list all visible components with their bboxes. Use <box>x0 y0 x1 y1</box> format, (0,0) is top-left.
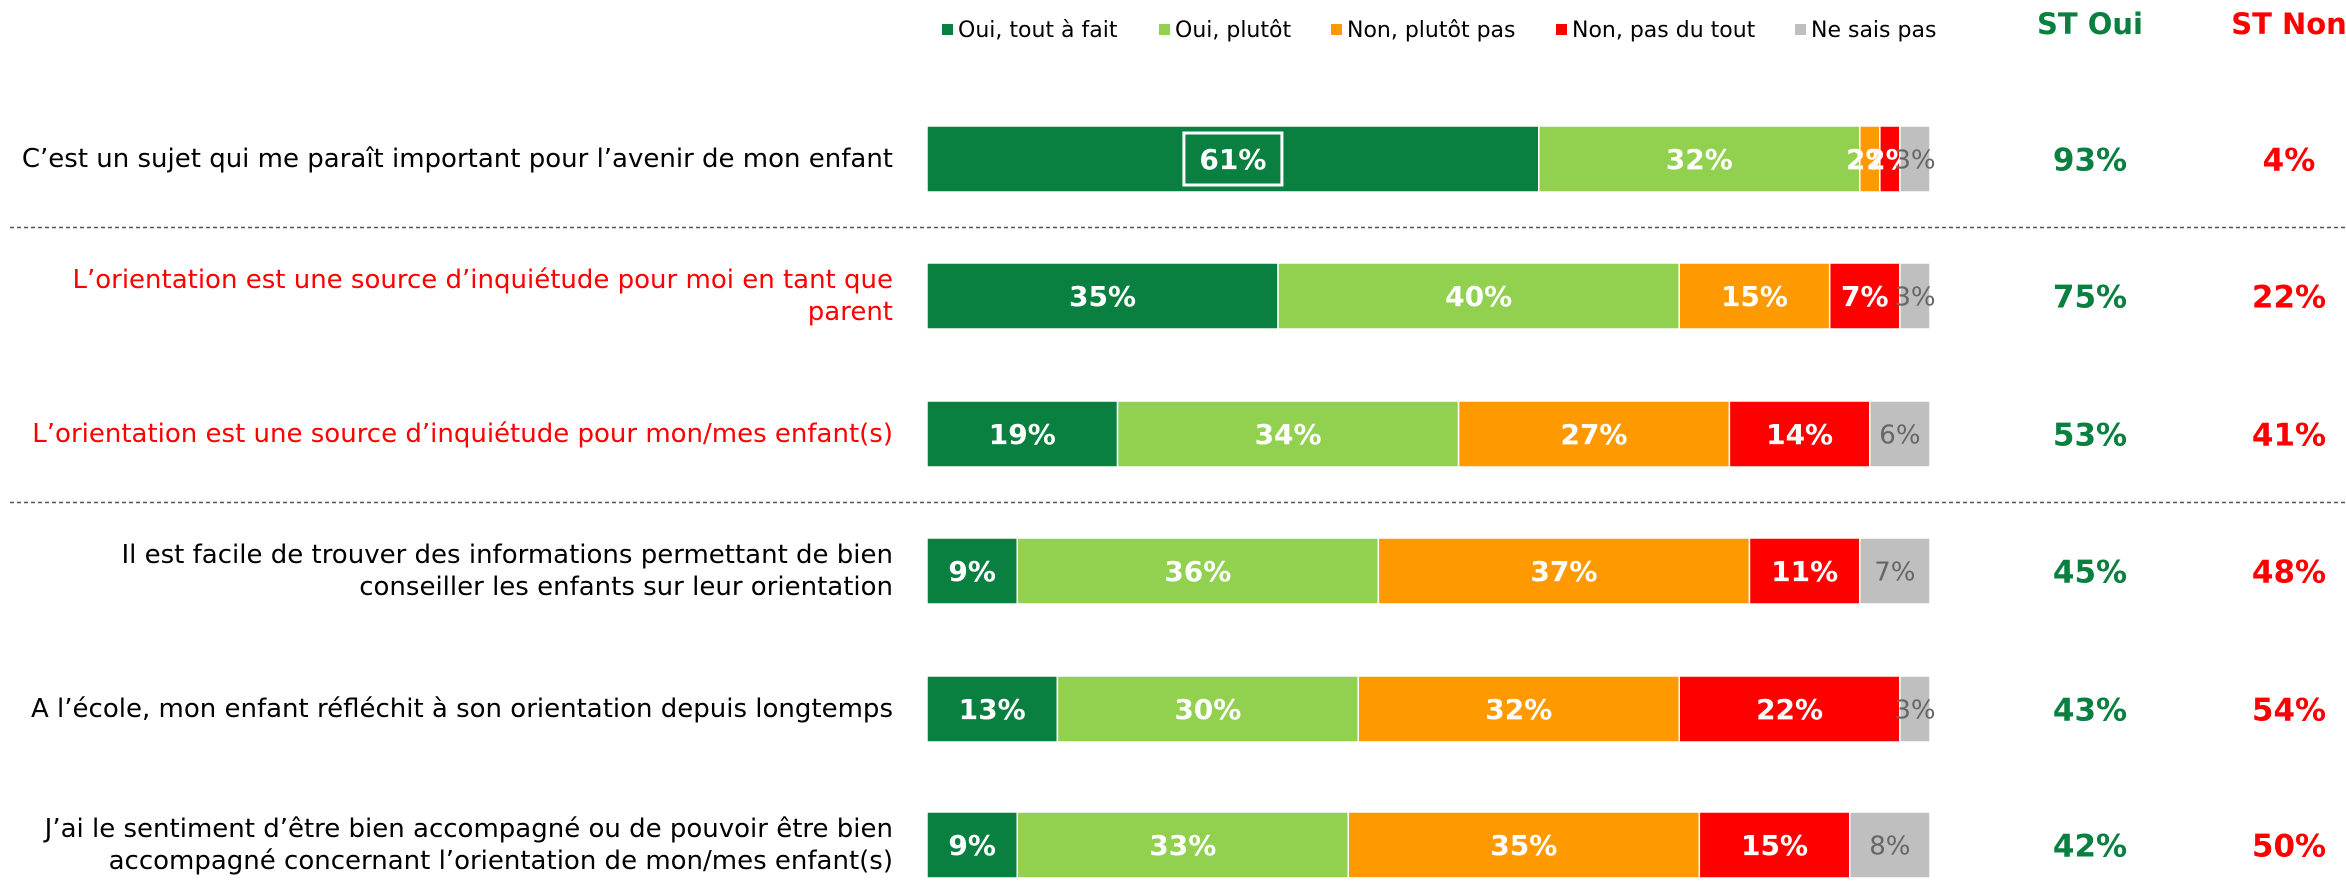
bar-segment <box>1859 537 1931 605</box>
total-value: 43% <box>2053 693 2127 729</box>
bar-segment <box>1899 262 1931 330</box>
bar-segment <box>1377 537 1751 605</box>
data-label: 40% <box>1445 280 1512 313</box>
total-value: 50% <box>2252 829 2326 865</box>
bar-segment <box>1899 675 1931 743</box>
bar-segment <box>1899 125 1931 193</box>
data-label: 32% <box>1485 693 1552 726</box>
total-value: 54% <box>2252 693 2326 729</box>
legend-label: Non, pas du tout <box>1572 18 1756 43</box>
total-value: 93% <box>2053 143 2127 179</box>
data-label: 15% <box>1721 280 1788 313</box>
bar-segment <box>1828 262 1901 330</box>
bar-segment <box>1357 675 1681 743</box>
data-label: 3% <box>1894 696 1935 726</box>
data-label: 9% <box>948 555 996 588</box>
legend-swatch <box>1331 24 1342 35</box>
bar-segment <box>1056 675 1360 743</box>
data-label: 11% <box>1771 555 1838 588</box>
bar-segment <box>926 675 1059 743</box>
total-value: 42% <box>2053 829 2127 865</box>
bar-segment <box>926 537 1019 605</box>
legend-label: Ne sais pas <box>1811 18 1936 43</box>
bar-segment <box>926 811 1019 879</box>
total-header: ST Oui <box>2037 7 2143 41</box>
data-label: 37% <box>1530 555 1597 588</box>
data-label: 14% <box>1766 418 1833 451</box>
data-label: 22% <box>1756 693 1823 726</box>
bar-segment <box>1277 262 1681 330</box>
data-label: 19% <box>989 418 1056 451</box>
legend-swatch <box>942 24 953 35</box>
data-label: 33% <box>1149 829 1216 862</box>
data-label: 61% <box>1199 143 1266 176</box>
category-label: A l’école, mon enfant réfléchit à son or… <box>31 694 893 724</box>
category-label: L’orientation est une source d’inquiétud… <box>32 419 893 449</box>
bar-segment <box>1457 400 1731 468</box>
total-value: 53% <box>2053 418 2127 454</box>
data-label: 15% <box>1741 829 1808 862</box>
legend-label: Oui, tout à fait <box>958 18 1118 43</box>
total-value: 4% <box>2263 143 2316 179</box>
total-value: 48% <box>2252 555 2326 591</box>
highlight-box <box>1182 131 1284 187</box>
bar-segment <box>1728 400 1871 468</box>
data-label: 7% <box>1874 558 1915 588</box>
data-label: 27% <box>1560 418 1627 451</box>
bar-segment <box>1538 125 1861 193</box>
data-label: 13% <box>959 693 1026 726</box>
bar-segment <box>1678 675 1901 743</box>
legend-label: Oui, plutôt <box>1175 18 1291 43</box>
total-value: 75% <box>2053 280 2127 316</box>
data-label: 30% <box>1174 693 1241 726</box>
data-label: 35% <box>1490 829 1557 862</box>
bar-segment <box>1849 811 1931 879</box>
data-label: 34% <box>1255 418 1322 451</box>
data-label: 35% <box>1069 280 1136 313</box>
data-label: 8% <box>1869 832 1910 862</box>
data-label: 3% <box>1894 283 1935 313</box>
total-value: 22% <box>2252 280 2326 316</box>
bar-segment <box>926 125 1540 193</box>
data-label: 32% <box>1666 143 1733 176</box>
category-label: L’orientation est une source d’inquiétud… <box>72 265 893 327</box>
bar-segment <box>1016 811 1350 879</box>
bar-segment <box>1016 537 1380 605</box>
bar-segment <box>1347 811 1701 879</box>
bar-segment <box>1116 400 1460 468</box>
category-label: C’est un sujet qui me paraît important p… <box>21 144 893 174</box>
data-label: 7% <box>1841 280 1889 313</box>
legend-swatch <box>1795 24 1806 35</box>
total-header: ST Non <box>2231 7 2346 41</box>
bar-segment <box>1678 262 1831 330</box>
bar-segment <box>1869 400 1931 468</box>
data-label: 9% <box>948 829 996 862</box>
legend-swatch <box>1556 24 1567 35</box>
data-label: 3% <box>1894 146 1935 176</box>
data-label: 36% <box>1164 555 1231 588</box>
category-label: J’ai le sentiment d’être bien accompagné… <box>44 814 893 876</box>
category-label: Il est facile de trouver des information… <box>121 540 893 602</box>
total-value: 45% <box>2053 555 2127 591</box>
total-value: 41% <box>2252 418 2326 454</box>
data-label: 6% <box>1879 421 1920 451</box>
legend-label: Non, plutôt pas <box>1347 18 1515 43</box>
legend-swatch <box>1159 24 1170 35</box>
